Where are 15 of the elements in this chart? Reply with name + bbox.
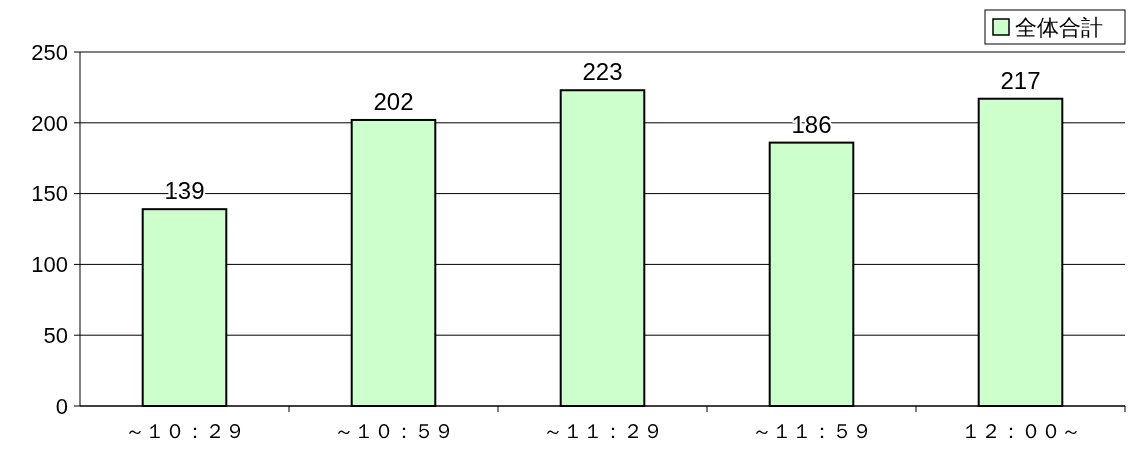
x-tick-label: ～１０：２９ <box>124 420 245 442</box>
data-label: 217 <box>1000 66 1041 94</box>
legend-label: 全体合計 <box>1015 14 1103 40</box>
y-tick-label: 150 <box>31 181 68 207</box>
y-tick-label: 250 <box>31 39 68 65</box>
y-tick-label: 50 <box>43 322 68 348</box>
y-tick-label: 100 <box>31 252 68 278</box>
x-tick-label: ～１１：５９ <box>751 420 872 442</box>
data-label: 202 <box>373 87 414 115</box>
x-tick-label: １２：００～ <box>960 420 1081 442</box>
y-tick-label: 200 <box>31 110 68 136</box>
y-tick-label: 0 <box>55 393 68 419</box>
x-tick-label: ～１０：５９ <box>333 420 454 442</box>
data-label: 223 <box>582 58 623 86</box>
x-tick-label: ～１１：２９ <box>542 420 663 442</box>
